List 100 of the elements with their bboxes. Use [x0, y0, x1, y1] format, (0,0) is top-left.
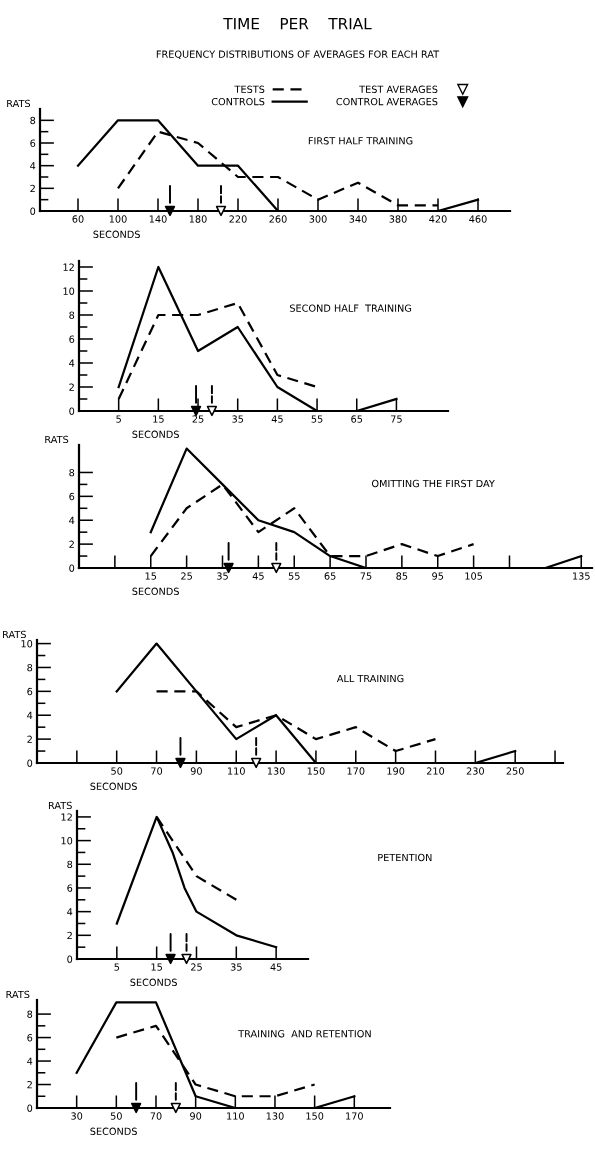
legend-label: CONTROL AVERAGES — [336, 97, 438, 106]
y-tick-label: 2 — [69, 383, 74, 391]
x-tick-label: 35 — [232, 415, 244, 423]
x-tick-label: 35 — [230, 963, 242, 971]
x-tick-label: 420 — [429, 215, 447, 223]
x-tick-label: 90 — [190, 1112, 202, 1120]
x-tick-label: 70 — [150, 1112, 162, 1120]
legend-label: TEST AVERAGES — [359, 85, 438, 93]
y-tick-label: 0 — [30, 207, 36, 215]
annotation: ALL TRAINING — [336, 674, 404, 683]
x-tick-label: 35 — [217, 572, 228, 580]
x-tick-label: 65 — [351, 415, 363, 423]
annotation: OMITTING THE FIRST DAY — [371, 479, 495, 488]
x-tick-label: 135 — [573, 572, 590, 580]
x-tick-label: 30 — [71, 1112, 83, 1120]
x-tick-label: 140 — [149, 215, 167, 223]
x-tick-label: 15 — [151, 963, 162, 971]
text: PETENTION — [378, 853, 432, 862]
y-axis-title: RATS — [6, 990, 30, 999]
y-tick-label: 0 — [27, 1104, 33, 1112]
y-tick-label: 2 — [69, 540, 74, 548]
x-tick-label: 210 — [426, 767, 445, 775]
x-tick-label: 110 — [227, 1112, 244, 1120]
x-tick-label: 5 — [114, 963, 120, 971]
y-tick-label: 2 — [27, 1081, 32, 1089]
x-tick-label: 100 — [109, 215, 127, 223]
x-tick-label: 75 — [360, 572, 372, 580]
x-tick-label: 230 — [466, 767, 484, 775]
x-tick-label: 15 — [145, 572, 157, 580]
annotation: SECOND HALF TRAINING — [289, 304, 412, 312]
y-tick-label: 4 — [67, 908, 73, 916]
y-tick-label: 2 — [27, 735, 32, 743]
y-tick-label: 8 — [27, 663, 33, 672]
y-tick-label: 10 — [21, 640, 33, 648]
y-tick-label: 6 — [27, 687, 33, 696]
y-axis-title: RATS — [48, 801, 72, 810]
x-tick-label: 45 — [270, 963, 282, 971]
x-tick-label: 15 — [153, 415, 164, 423]
x-tick-label: 50 — [111, 767, 123, 775]
x-axis-title: SECONDS — [90, 1127, 137, 1135]
x-tick-label: 60 — [72, 215, 84, 223]
y-tick-label: 10 — [63, 287, 75, 295]
y-tick-label: 8 — [67, 860, 73, 869]
chart-subtitle: FREQUENCY DISTRIBUTIONS OF AVERAGES FOR EACH RAT — [156, 50, 440, 59]
x-tick-label: 25 — [192, 415, 204, 423]
x-tick-label: 250 — [506, 767, 524, 775]
chart-title: TIME PER TRIAL — [223, 18, 372, 30]
y-tick-label: 6 — [27, 1034, 33, 1042]
y-tick-label: 8 — [69, 468, 75, 477]
y-tick-label: 12 — [61, 813, 72, 821]
annotation: TRAINING AND RETENTION — [238, 1030, 371, 1038]
y-tick-label: 0 — [69, 564, 75, 572]
x-tick-label: 150 — [306, 1112, 324, 1120]
x-tick-label: 105 — [465, 572, 483, 580]
y-tick-label: 12 — [63, 263, 74, 271]
legend-label: CONTROLS — [211, 97, 265, 106]
annotation: FIRST HALF TRAINING — [308, 137, 413, 145]
y-tick-label: 0 — [27, 759, 33, 767]
y-tick-label: 4 — [27, 1057, 33, 1065]
x-tick-label: 85 — [396, 572, 408, 580]
y-tick-label: 0 — [69, 407, 75, 415]
x-tick-label: 190 — [387, 767, 405, 775]
x-tick-label: 75 — [391, 415, 402, 423]
x-tick-label: 220 — [229, 215, 247, 223]
y-tick-label: 6 — [67, 884, 73, 892]
y-tick-label: 4 — [27, 711, 33, 719]
x-axis-title: SECONDS — [132, 430, 179, 438]
x-tick-label: 170 — [346, 1112, 363, 1120]
x-tick-label: 65 — [324, 572, 336, 580]
y-tick-label: 6 — [69, 492, 75, 501]
y-tick-label: 4 — [30, 162, 36, 170]
x-tick-label: 180 — [189, 215, 207, 223]
x-tick-label: 95 — [432, 572, 444, 580]
x-tick-label: 25 — [181, 572, 192, 580]
y-tick-label: 8 — [27, 1010, 33, 1018]
x-tick-label: 45 — [271, 415, 283, 423]
x-tick-label: 300 — [309, 215, 327, 223]
y-tick-label: 8 — [30, 116, 36, 125]
x-tick-label: 340 — [349, 215, 367, 223]
x-tick-label: 5 — [116, 415, 121, 423]
x-tick-label: 130 — [266, 1112, 284, 1120]
x-axis-title: SECONDS — [130, 978, 177, 986]
x-tick-label: 150 — [307, 767, 325, 775]
x-tick-label: 25 — [191, 963, 202, 971]
y-tick-label: 2 — [30, 184, 35, 193]
x-tick-label: 170 — [347, 767, 365, 775]
x-tick-label: 90 — [190, 767, 202, 775]
y-tick-label: 0 — [67, 955, 73, 963]
x-tick-label: 50 — [110, 1112, 122, 1120]
y-tick-label: 6 — [69, 335, 75, 343]
x-tick-label: 70 — [151, 767, 163, 775]
x-tick-label: 110 — [228, 767, 245, 775]
x-tick-label: 380 — [389, 215, 407, 223]
x-tick-label: 260 — [269, 215, 287, 223]
x-tick-label: 460 — [469, 215, 487, 223]
legend-label: TESTS — [234, 85, 265, 93]
y-tick-label: 10 — [61, 837, 73, 845]
x-tick-label: 55 — [311, 415, 323, 423]
line-series — [116, 130, 440, 207]
x-tick-label: 55 — [288, 572, 300, 580]
